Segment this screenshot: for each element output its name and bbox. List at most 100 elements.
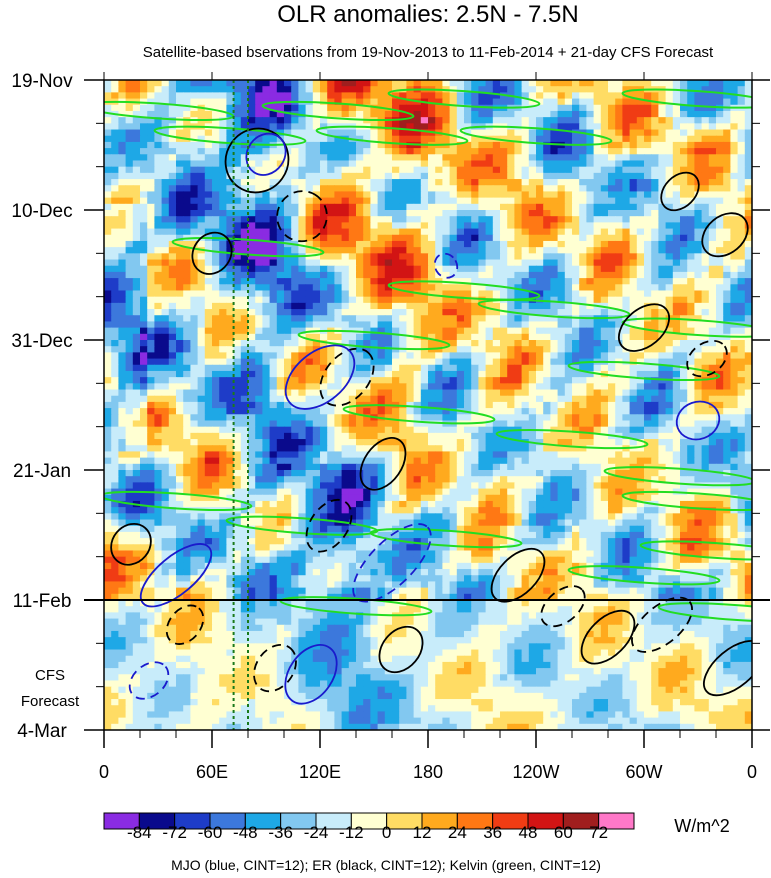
olr-cell: [442, 240, 451, 248]
olr-cell: [658, 104, 667, 112]
olr-cell: [341, 179, 350, 186]
olr-cell: [248, 420, 256, 428]
olr-cell: [327, 104, 335, 112]
olr-cell: [723, 395, 731, 403]
olr-cell: [125, 315, 134, 323]
olr-cell: [147, 179, 155, 186]
olr-cell: [262, 346, 271, 353]
olr-cell: [132, 191, 141, 199]
olr-cell: [384, 358, 393, 366]
olr-cell: [492, 240, 501, 248]
olr-cell: [528, 216, 537, 223]
olr-cell: [420, 179, 429, 186]
olr-cell: [413, 203, 422, 211]
olr-cell: [485, 265, 494, 273]
olr-cell: [723, 92, 731, 100]
olr-cell: [564, 160, 573, 168]
olr-cell: [428, 104, 436, 112]
olr-cell: [723, 191, 731, 199]
olr-cell: [572, 148, 580, 155]
olr-cell: [586, 222, 595, 230]
olr-cell: [528, 346, 537, 353]
olr-cell: [219, 135, 227, 143]
olr-cell: [665, 309, 674, 316]
olr-cell: [413, 327, 422, 335]
olr-cell: [183, 86, 191, 93]
olr-cell: [464, 104, 472, 112]
olr-cell: [233, 302, 242, 310]
olr-cell: [183, 166, 191, 174]
olr-cell: [334, 358, 343, 366]
olr-cell: [528, 309, 537, 316]
olr-cell: [168, 389, 177, 397]
olr-cell: [622, 389, 631, 397]
olr-cell: [600, 253, 609, 261]
olr-cell: [255, 340, 263, 347]
olr-cell: [435, 148, 443, 155]
olr-cell: [312, 408, 321, 415]
olr-cell: [622, 123, 631, 131]
olr-cell: [233, 265, 242, 273]
olr-cell: [183, 290, 191, 298]
olr-cell: [104, 123, 112, 131]
olr-cell: [305, 271, 314, 279]
olr-cell: [111, 247, 119, 254]
olr-cell: [442, 408, 451, 415]
olr-cell: [600, 172, 609, 180]
olr-cell: [600, 364, 609, 372]
olr-cell: [701, 377, 710, 384]
olr-cell: [204, 92, 213, 100]
olr-cell: [291, 247, 299, 254]
olr-cell: [471, 296, 479, 304]
olr-cell: [420, 383, 429, 391]
olr-cell: [449, 160, 458, 168]
olr-cell: [536, 377, 544, 384]
olr-cell: [284, 166, 292, 174]
olr-cell: [219, 340, 227, 347]
olr-cell: [348, 253, 357, 261]
olr-cell: [233, 321, 242, 329]
olr-cell: [420, 148, 429, 155]
olr-cell: [276, 203, 285, 211]
olr-cell: [125, 302, 134, 310]
olr-cell: [536, 309, 544, 316]
olr-cell: [672, 253, 681, 261]
olr-cell: [744, 253, 752, 261]
olr-cell: [233, 271, 242, 279]
olr-cell: [183, 222, 191, 230]
olr-cell: [658, 278, 667, 285]
olr-cell: [413, 395, 422, 403]
olr-cell: [320, 104, 328, 112]
olr-cell: [118, 228, 127, 236]
olr-cell: [651, 172, 659, 180]
olr-cell: [154, 271, 163, 279]
olr-cell: [140, 92, 148, 100]
olr-cell: [629, 414, 638, 422]
olr-cell: [262, 370, 271, 378]
olr-cell: [147, 197, 155, 205]
olr-cell: [334, 383, 343, 391]
olr-cell: [334, 197, 343, 205]
olr-cell: [132, 340, 141, 347]
olr-cell: [219, 166, 227, 174]
olr-cell: [111, 240, 119, 248]
olr-cell: [348, 92, 357, 100]
olr-cell: [464, 327, 472, 335]
olr-cell: [190, 315, 199, 323]
olr-cell: [471, 210, 479, 217]
olr-cell: [492, 247, 501, 254]
olr-cell: [248, 80, 256, 87]
olr-cell: [428, 247, 436, 254]
olr-cell: [694, 228, 703, 236]
olr-cell: [284, 123, 292, 131]
olr-cell: [118, 284, 127, 292]
olr-cell: [327, 420, 335, 428]
olr-cell: [420, 210, 429, 217]
olr-cell: [147, 160, 155, 168]
olr-cell: [701, 117, 710, 124]
olr-cell: [168, 321, 177, 329]
olr-cell: [651, 160, 659, 168]
olr-cell: [478, 408, 487, 415]
olr-cell: [125, 92, 134, 100]
olr-cell: [147, 321, 155, 329]
